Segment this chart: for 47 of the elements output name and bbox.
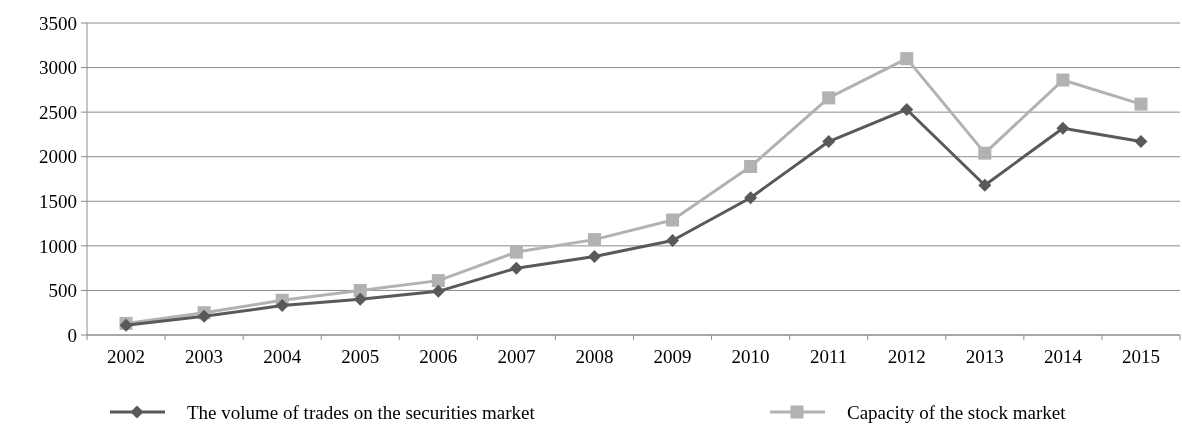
x-tick-label: 2004 [263,346,302,367]
point [978,146,992,160]
x-tick-label: 2006 [419,346,458,367]
x-tick-label: 2005 [341,346,380,367]
point [822,135,836,149]
point [1056,73,1070,87]
x-tick-label: 2014 [1043,346,1083,367]
point [587,250,601,264]
point [587,233,601,247]
point [900,52,914,66]
y-tick-label: 3000 [39,57,77,79]
x-tick-label: 2003 [185,346,224,367]
y-tick-label: 2000 [39,146,77,168]
point [666,213,680,227]
y-tick-label: 2500 [39,101,77,123]
y-tick-label: 1500 [39,190,77,212]
point [822,91,836,105]
x-tick-label: 2010 [731,346,770,367]
legend-label: Capacity of the stock market [847,401,1067,423]
point [275,299,289,313]
x-tick-label: 2009 [653,346,692,367]
point [509,261,523,275]
point [666,234,680,248]
y-tick-label: 500 [48,280,77,302]
x-tick-label: 2011 [810,346,848,367]
x-tick-label: 2012 [887,346,926,367]
point [1056,121,1070,135]
y-tick-label: 0 [67,324,77,346]
point [353,292,367,306]
point [978,178,992,192]
legend-label: The volume of trades on the securities market [187,401,536,423]
point [431,284,445,298]
point [900,102,914,116]
x-tick-label: 2013 [965,346,1004,367]
x-tick-label: 2008 [575,346,614,367]
point [431,274,445,288]
point [509,245,523,259]
x-tick-label: 2007 [497,346,536,367]
point [353,283,367,297]
x-tick-label: 2015 [1121,346,1160,367]
point [1134,97,1148,111]
point [744,191,758,205]
y-tick-label: 3500 [39,12,77,34]
x-tick-label: 2002 [107,346,146,367]
point [1134,135,1148,149]
point [744,160,758,174]
y-tick-label: 1000 [39,235,77,257]
